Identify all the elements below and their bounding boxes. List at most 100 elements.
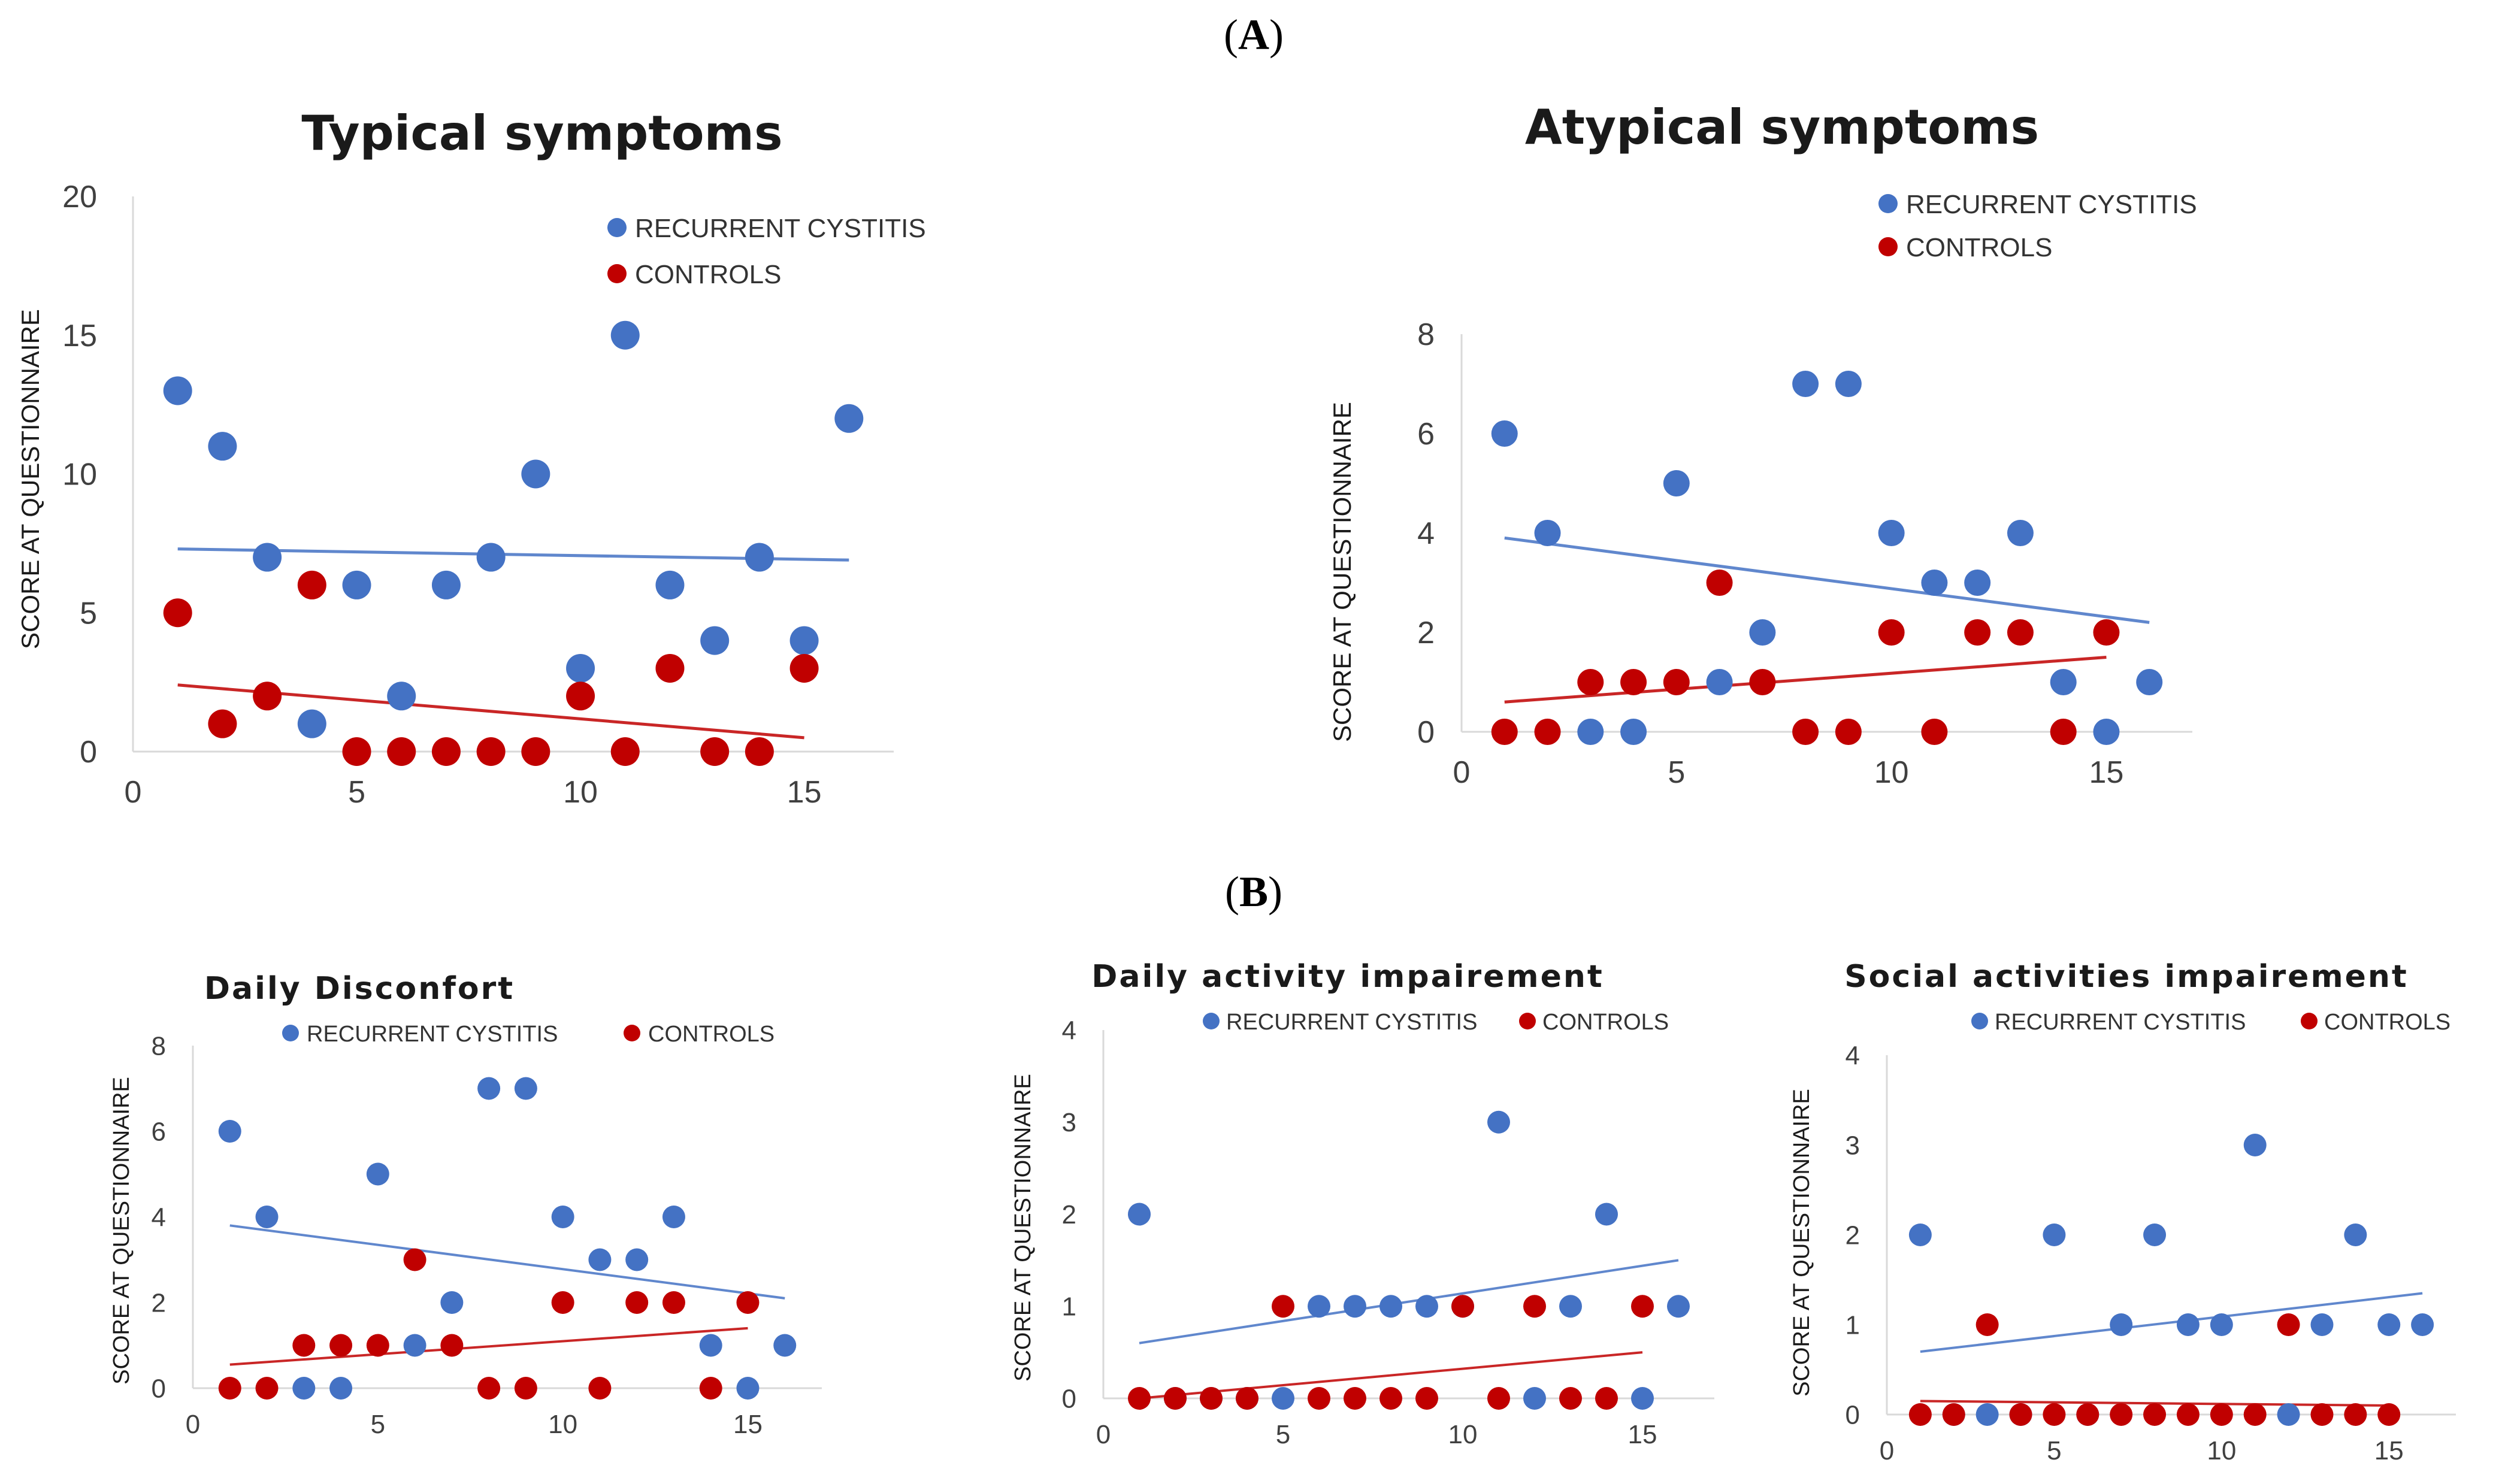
atypical-x-tick-label: 0 [1453,755,1471,790]
discomfort-point-controls [662,1291,685,1314]
typical-point-controls [342,737,371,766]
activity-point-controls [1200,1387,1223,1410]
activity-point-recurrent [1308,1295,1330,1318]
social-y-tick-label: 1 [1846,1310,1860,1340]
atypical-point-recurrent [2050,669,2077,695]
typical-point-controls [700,737,730,766]
activity-point-controls [1344,1387,1366,1410]
discomfort-x-tick-label: 0 [186,1410,200,1439]
typical-x-tick-label: 0 [125,775,142,810]
social-y-tick-label: 4 [1846,1041,1860,1070]
atypical-trendline-recurrent [1504,536,2150,624]
discomfort-y-axis-label: SCORE AT QUESTIONNAIRE [109,1077,134,1385]
typical-point-controls [208,709,237,738]
discomfort-y-tick-label: 0 [152,1374,166,1403]
discomfort-y-tick-label: 4 [152,1203,166,1232]
discomfort-point-recurrent [292,1377,316,1400]
typical-trendline-recurrent [177,547,849,562]
typical-point-controls [476,737,506,766]
typical-point-recurrent [610,320,640,350]
social-y-tick-label: 0 [1846,1400,1860,1430]
discomfort-point-controls [218,1377,241,1400]
atypical-point-recurrent [1749,619,1776,646]
social-x-tick-label: 10 [2207,1436,2236,1465]
discomfort-point-recurrent [736,1377,760,1400]
activity-legend-label: RECURRENT CYSTITIS [1226,1010,1477,1035]
typical-chart: 0 5 10 15 0 5 10 15 20 Typical symptoms SCORE AT Q… [16,105,926,810]
social-title: Social activities impairement [1844,959,2409,995]
atypical-point-controls [1663,669,1690,695]
activity-point-controls [1559,1387,1582,1410]
atypical-point-controls [2007,619,2034,646]
activity-y-tick-label: 4 [1062,1016,1076,1045]
activity-chart: 0 5 10 15 0 1 2 3 4 Daily activity impairement SCO… [1011,959,1714,1449]
activity-point-controls [1236,1387,1258,1410]
atypical-y-tick-label: 0 [1417,715,1435,750]
activity-point-recurrent [1523,1387,1546,1410]
atypical-point-controls [1792,719,1819,745]
discomfort-point-controls [625,1291,649,1314]
atypical-y-axis-label: SCORE AT QUESTIONNAIRE [1328,402,1356,742]
activity-point-recurrent [1631,1387,1654,1410]
activity-x-tick-label: 15 [1628,1420,1657,1449]
typical-legend-marker [607,218,627,237]
typical-point-recurrent [208,432,237,461]
activity-point-controls [1164,1387,1187,1410]
activity-point-recurrent [1272,1387,1294,1410]
typical-x-tick-label: 10 [563,775,598,810]
discomfort-point-controls [699,1377,722,1400]
atypical-point-controls [1964,619,1991,646]
social-point-controls [2310,1403,2334,1426]
activity-point-recurrent [1344,1295,1366,1318]
social-x-tick-label: 15 [2374,1436,2404,1465]
atypical-point-controls [2050,719,2077,745]
atypical-x-tick-label: 15 [2089,755,2124,790]
social-point-controls [2344,1403,2367,1426]
activity-point-recurrent [1415,1295,1438,1318]
social-point-controls [1942,1403,1965,1426]
typical-x-tick-label: 15 [787,775,822,810]
atypical-legend-label: CONTROLS [1906,233,2052,262]
atypical-point-recurrent [2136,669,2163,695]
typical-y-tick-label: 10 [62,458,97,492]
social-point-controls [1908,1403,1932,1426]
discomfort-legend-label: RECURRENT CYSTITIS [307,1022,558,1047]
typical-point-controls [745,737,774,766]
social-point-controls [2210,1403,2233,1426]
typical-point-recurrent [387,682,416,711]
discomfort-trendline-recurrent [229,1224,785,1300]
discomfort-point-recurrent [218,1120,241,1143]
discomfort-point-recurrent [625,1248,649,1271]
typical-point-recurrent [834,404,864,433]
social-point-recurrent [2310,1313,2334,1336]
atypical-point-controls [1491,719,1518,745]
activity-point-controls [1595,1387,1618,1410]
atypical-point-controls [1577,669,1604,695]
typical-point-controls [253,682,282,711]
atypical-point-recurrent [1921,570,1948,596]
typical-point-controls [431,737,461,766]
atypical-trendline-controls [1504,656,2107,704]
discomfort-point-controls [366,1334,389,1357]
discomfort-legend-marker [282,1025,299,1041]
discomfort-point-recurrent [255,1206,279,1228]
atypical-point-recurrent [1663,470,1690,496]
discomfort-y-tick-label: 6 [152,1117,166,1146]
atypical-chart: 0 5 10 15 0 2 4 6 8 Atypical symptoms SCORE AT QUE… [1328,99,2197,790]
typical-legend-label: CONTROLS [635,260,781,289]
activity-point-controls [1308,1387,1330,1410]
typical-point-recurrent [566,653,595,683]
social-legend-marker [2301,1013,2318,1029]
activity-point-recurrent [1667,1295,1690,1318]
atypical-point-controls [1534,719,1561,745]
typical-point-recurrent [745,543,774,572]
social-point-recurrent [2243,1134,2267,1156]
atypical-legend-marker [1878,237,1898,256]
discomfort-point-recurrent [440,1291,464,1314]
typical-point-recurrent [297,709,326,738]
atypical-x-tick-label: 10 [1874,755,1909,790]
activity-y-tick-label: 1 [1062,1292,1076,1322]
activity-trendline-controls [1139,1351,1643,1400]
activity-point-controls [1415,1387,1438,1410]
